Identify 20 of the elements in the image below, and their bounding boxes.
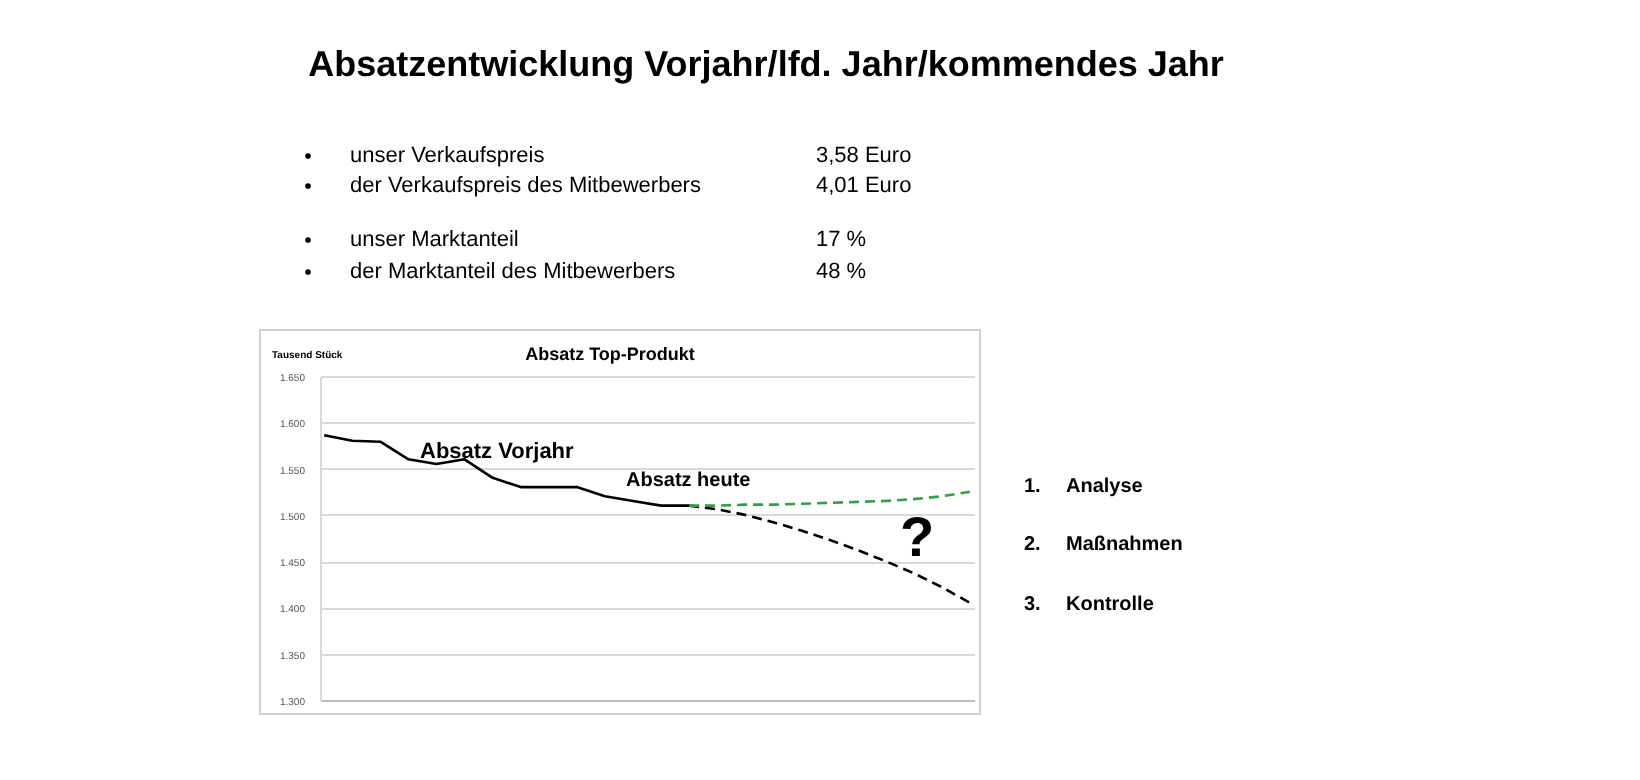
text: 17 % — [816, 228, 867, 252]
text: 48 % — [816, 260, 867, 284]
text: 2. — [1024, 534, 1042, 556]
text: Maßnahmen — [1066, 534, 1183, 556]
text: der Verkaufspreis des Mitbewerbers — [350, 174, 702, 198]
text: 3,58 Euro — [816, 144, 912, 168]
text: 3. — [1024, 594, 1042, 616]
chart-title: Absatzentwicklung Vorjahr/lfd. Jahr/kommendes Jahr — [308, 44, 1224, 84]
series-label: Absatz Vorjahr — [420, 440, 576, 464]
text: Kontrolle — [1066, 594, 1155, 616]
annotation: ? — [900, 506, 935, 568]
text: 1. — [1024, 476, 1042, 498]
line-series — [687, 490, 972, 507]
text: Analyse — [1066, 476, 1144, 498]
chart-subtitle: Absatz Top-Produkt — [525, 344, 695, 364]
annotation: Absatz heute — [626, 470, 752, 492]
text: der Marktanteil des Mitbewerbers — [350, 260, 677, 284]
text: unser Marktanteil — [350, 228, 519, 252]
text: 4,01 Euro — [816, 174, 912, 198]
text: unser Verkaufspreis — [350, 144, 546, 168]
